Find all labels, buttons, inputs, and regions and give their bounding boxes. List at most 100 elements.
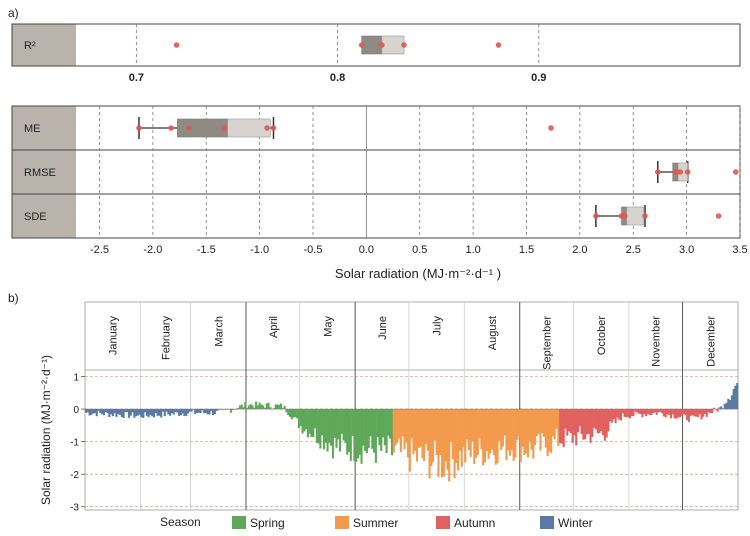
daily-bar [573, 409, 576, 436]
daily-bar [222, 409, 225, 410]
daily-bar [641, 409, 644, 418]
daily-bar [185, 409, 188, 417]
daily-bar [657, 409, 660, 413]
daily-bar [476, 409, 479, 455]
daily-bar [618, 409, 621, 420]
daily-bar [721, 408, 724, 410]
daily-bar [249, 404, 252, 410]
daily-bar [371, 409, 374, 449]
daily-bar [466, 409, 469, 440]
daily-bar [707, 409, 710, 413]
daily-bar [736, 383, 739, 410]
daily-bar [373, 409, 376, 453]
daily-bar [405, 409, 408, 443]
daily-bar [256, 405, 259, 410]
daily-bar [662, 409, 665, 417]
row-label: SDE [24, 211, 47, 223]
daily-bar [313, 409, 317, 429]
daily-bar [145, 409, 148, 416]
daily-bar [485, 409, 488, 452]
daily-bar [568, 409, 571, 432]
daily-bar [566, 409, 569, 436]
daily-bar [122, 409, 125, 419]
daily-bar [333, 409, 336, 438]
daily-bar [492, 409, 495, 456]
month-label: March [213, 316, 225, 347]
daily-bar [219, 409, 222, 410]
daily-bar [195, 409, 199, 414]
daily-bar [449, 409, 453, 442]
daily-bar [381, 409, 385, 438]
daily-bar [138, 409, 141, 415]
daily-bar [525, 409, 528, 454]
daily-bar [709, 409, 712, 414]
daily-bar [546, 409, 549, 457]
daily-bar [612, 409, 615, 420]
daily-bar [582, 409, 585, 440]
data-point [673, 169, 679, 175]
daily-bar [600, 409, 603, 432]
daily-bar [312, 409, 315, 438]
data-point [495, 42, 502, 48]
panel-label-b: b) [8, 291, 19, 305]
daily-bar [621, 409, 624, 414]
daily-bar [498, 409, 501, 442]
daily-bar [144, 409, 147, 413]
daily-bar [684, 409, 687, 415]
month-label: December [705, 316, 717, 367]
daily-bar [691, 409, 694, 415]
x-tick-label: 0.7 [129, 72, 144, 84]
x-tick-label: 0.0 [359, 244, 374, 256]
month-label: February [161, 316, 173, 361]
daily-bar [288, 409, 292, 417]
daily-bar [353, 409, 356, 462]
daily-bar [326, 409, 329, 452]
daily-bar [414, 409, 417, 451]
daily-bar [224, 409, 227, 410]
daily-bar [101, 409, 104, 415]
daily-bar [127, 409, 131, 418]
daily-bar [675, 409, 678, 419]
daily-bar [269, 407, 272, 410]
daily-bar [666, 409, 669, 415]
daily-bar [575, 409, 578, 446]
daily-bar [661, 409, 664, 414]
daily-bar [118, 409, 122, 415]
legend-label: Autumn [454, 516, 495, 530]
daily-bar [609, 409, 612, 422]
daily-bar [682, 409, 685, 415]
daily-bar [494, 409, 497, 465]
daily-bar [297, 409, 300, 429]
daily-bar [126, 409, 129, 412]
daily-bar [280, 403, 283, 410]
daily-bar [167, 409, 170, 415]
daily-bar [419, 409, 422, 447]
daily-bar [163, 409, 166, 417]
daily-bar [176, 409, 179, 413]
box-lower [177, 118, 228, 138]
daily-bar [322, 409, 326, 450]
daily-bar [670, 409, 673, 419]
data-point [642, 213, 648, 219]
daily-bar [117, 409, 120, 415]
month-label: April [268, 316, 280, 338]
daily-bar [530, 409, 533, 450]
daily-bar [242, 407, 245, 410]
daily-bar [718, 407, 721, 410]
daily-bar [632, 409, 635, 416]
daily-bar [233, 409, 236, 410]
legend-swatch [540, 516, 554, 529]
row-label: ME [24, 123, 41, 135]
daily-bar [340, 409, 343, 434]
y-tick-label: -1 [70, 438, 79, 449]
daily-bar [677, 409, 680, 418]
daily-bar [616, 409, 619, 418]
daily-bar [475, 409, 478, 458]
daily-bar [160, 409, 163, 418]
daily-bar [308, 409, 311, 434]
data-point [401, 42, 407, 48]
daily-bar [696, 409, 699, 418]
x-tick-label: 0.8 [330, 72, 345, 84]
daily-bar [364, 409, 367, 452]
daily-bar [169, 409, 172, 416]
